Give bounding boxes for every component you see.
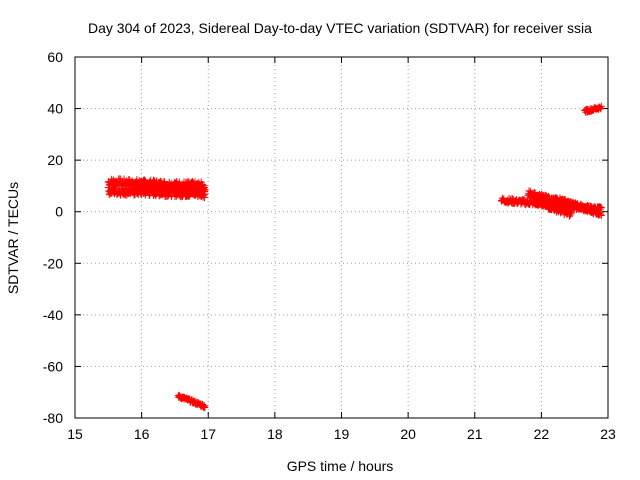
data-point	[201, 187, 209, 195]
x-axis-label: GPS time / hours	[287, 458, 394, 474]
x-tick-label: 18	[267, 426, 283, 442]
y-axis-ticks: -80 -60 -40 -20 0 20 40 60	[43, 49, 608, 426]
y-tick-label: 60	[47, 49, 63, 65]
y-tick-label: 40	[47, 101, 63, 117]
data-point	[201, 404, 209, 412]
x-tick-label: 21	[467, 426, 483, 442]
x-tick-label: 22	[534, 426, 550, 442]
x-tick-label: 23	[600, 426, 616, 442]
y-tick-label: -60	[43, 358, 63, 374]
data-point	[597, 211, 605, 219]
data-points	[104, 102, 605, 412]
data-point	[594, 210, 602, 218]
y-tick-label: 20	[47, 152, 63, 168]
data-point	[597, 102, 605, 110]
x-tick-label: 17	[200, 426, 216, 442]
x-tick-label: 19	[334, 426, 350, 442]
data-point	[567, 209, 575, 217]
y-axis-label: SDTVAR / TECUs	[5, 182, 21, 294]
y-tick-label: 0	[55, 204, 63, 220]
x-tick-label: 20	[400, 426, 416, 442]
grid-lines	[75, 57, 608, 418]
x-axis-ticks: 15 16 17 18 19 20 21 22 23	[67, 57, 616, 442]
x-tick-label: 16	[134, 426, 150, 442]
y-tick-label: -20	[43, 255, 63, 271]
data-point	[187, 182, 195, 190]
y-tick-label: -40	[43, 307, 63, 323]
x-tick-label: 15	[67, 426, 83, 442]
y-tick-label: -80	[43, 410, 63, 426]
chart-title: Day 304 of 2023, Sidereal Day-to-day VTE…	[88, 20, 592, 36]
